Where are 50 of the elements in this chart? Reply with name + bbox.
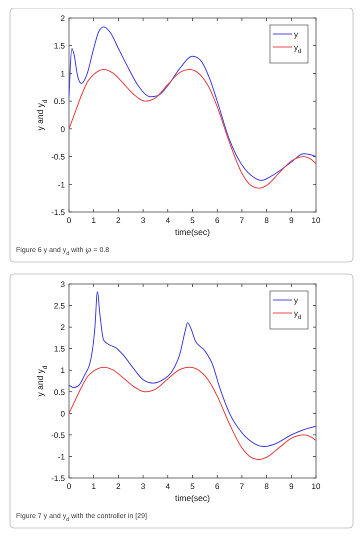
line-series <box>68 366 316 460</box>
legend-label: y$_{d}$ <box>294 43 302 55</box>
x-tick-label: 6 <box>214 482 220 491</box>
x-tick-label: 1 <box>91 216 96 225</box>
y-tick-label: 1.5 <box>54 42 66 51</box>
line-series <box>68 26 316 181</box>
x-tick-label: 10 <box>312 482 321 491</box>
x-tick-label: 2 <box>116 216 122 225</box>
x-tick-label: 4 <box>166 482 171 491</box>
x-tick-label: 0 <box>66 482 72 491</box>
y-tick-label: 1 <box>60 366 66 376</box>
y-tick-label: -1 <box>58 180 66 190</box>
y-tick-label: 1.5 <box>54 344 66 354</box>
line-series <box>68 291 316 448</box>
x-tick-label: 9 <box>289 482 294 491</box>
x-tick-label: 1 <box>91 482 96 491</box>
y-tick-label: 0 <box>60 409 66 418</box>
y-tick-label: 2 <box>60 323 66 332</box>
legend-label: y$_{d}$ <box>294 309 302 321</box>
y-tick-label: 0 <box>60 124 66 134</box>
y-tick-label: 3 <box>60 280 66 289</box>
x-tick-label: 8 <box>264 482 270 491</box>
x-tick-label: 9 <box>289 216 294 225</box>
y-tick-label: -1 <box>58 452 66 462</box>
y-tick-label: -1.5 <box>51 474 66 483</box>
line-series <box>68 69 316 189</box>
y-tick-label: 0.5 <box>54 97 66 106</box>
x-tick-label: 3 <box>140 216 146 225</box>
y-tick-label: -0.5 <box>51 430 66 440</box>
x-tick-label: 2 <box>116 482 122 491</box>
x-tick-label: 3 <box>140 482 146 491</box>
x-tick-label: 8 <box>264 216 270 225</box>
legend-label: y <box>294 30 298 39</box>
x-axis-title: time(sec) <box>175 227 210 237</box>
y-tick-label: 2 <box>60 14 66 23</box>
y-tick-label: 2.5 <box>54 302 66 311</box>
x-tick-label: 6 <box>214 216 220 225</box>
y-tick-label: -1.5 <box>51 208 66 217</box>
y-tick-label: -0.5 <box>51 152 66 162</box>
x-tick-label: 7 <box>240 482 245 491</box>
x-tick-label: 10 <box>312 216 321 225</box>
x-tick-label: 7 <box>240 216 245 225</box>
legend-label: y <box>294 296 298 305</box>
x-tick-label: 4 <box>166 216 171 225</box>
y-tick-label: 1 <box>60 69 66 78</box>
x-tick-label: 5 <box>190 482 196 491</box>
y-tick-label: 0.5 <box>54 388 66 397</box>
x-axis-title: time(sec) <box>175 493 210 503</box>
x-tick-label: 0 <box>66 216 72 225</box>
x-tick-label: 5 <box>190 216 196 225</box>
